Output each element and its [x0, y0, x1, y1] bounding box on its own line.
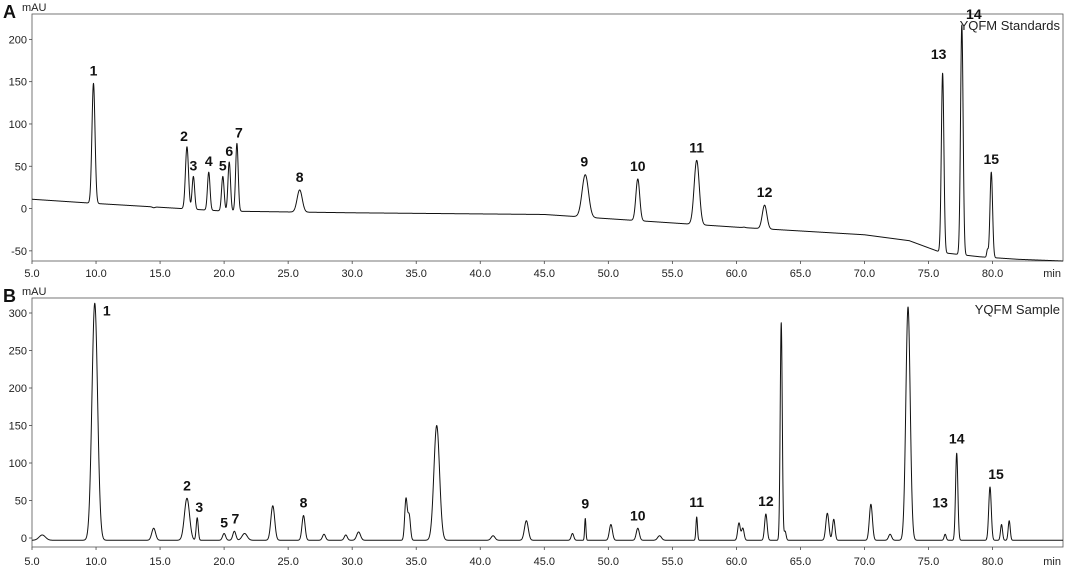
panel-b-peak-label-13: 13 [932, 494, 948, 510]
panel-a-letter: A [3, 2, 16, 22]
panel-a-x-unit: min [1043, 268, 1061, 280]
panel-b-x-tick-label: 80.0 [982, 556, 1003, 568]
panel-a-x-tick-label: 65.0 [790, 268, 811, 280]
panel-b-peak-label-8: 8 [300, 495, 308, 511]
panel-a-x-tick-label: 25.0 [277, 268, 298, 280]
panel-b-x-tick-label: 45.0 [534, 556, 555, 568]
panel-a-x-tick-label: 40.0 [470, 268, 491, 280]
panel-a-y-tick-label: 150 [9, 77, 27, 89]
panel-a-y-tick-label: -50 [11, 246, 27, 258]
panel-a-peak-label-13: 13 [931, 46, 947, 62]
panel-a-peak-label-7: 7 [235, 124, 243, 140]
panel-a-peak-label-14: 14 [966, 6, 982, 22]
panel-b-x-tick-label: 10.0 [85, 556, 106, 568]
panel-b-y-tick-label: 250 [9, 346, 27, 358]
panel-a-peak-label-1: 1 [90, 62, 98, 78]
panel-b-y-tick-label: 150 [9, 421, 27, 433]
panel-a-y-tick-label: 0 [21, 204, 27, 216]
panel-a-peak-label-12: 12 [757, 184, 773, 200]
panel-a-peak-label-8: 8 [296, 169, 304, 185]
panel-a-peak-label-15: 15 [983, 151, 999, 167]
panel-b-peak-label-2: 2 [183, 477, 191, 493]
panel-b-y-tick-label: 200 [9, 383, 27, 395]
panel-b-letter: B [3, 286, 16, 306]
panel-a-peak-label-3: 3 [189, 157, 197, 173]
panel-b-x-tick-label: 40.0 [470, 556, 491, 568]
panel-b-y-tick-label: 50 [15, 496, 27, 508]
panel-a-x-tick-label: 50.0 [598, 268, 619, 280]
panel-a-y-tick-label: 50 [15, 161, 27, 173]
panel-a-peak-label-11: 11 [689, 139, 704, 155]
panel-b-x-tick-label: 75.0 [918, 556, 939, 568]
panel-b-x-tick-label: 30.0 [341, 556, 362, 568]
panel-a-peak-label-4: 4 [205, 153, 213, 169]
panel-a-x-tick-label: 70.0 [854, 268, 875, 280]
panel-b-x-tick-label: 55.0 [662, 556, 683, 568]
panel-b-x-tick-label: 50.0 [598, 556, 619, 568]
panel-a-x-tick-label: 30.0 [341, 268, 362, 280]
panel-a-y-unit: mAU [22, 2, 47, 14]
panel-a-chromatogram-trace [31, 24, 1064, 262]
panel-a-y-tick-label: 200 [9, 34, 27, 46]
panel-a-plot-frame [31, 13, 1064, 262]
panel-a-peak-label-6: 6 [225, 143, 233, 159]
panel-b-peak-label-11: 11 [689, 494, 704, 510]
panel-b-peak-label-3: 3 [195, 499, 203, 515]
panel-b-y-tick-label: 0 [21, 533, 27, 545]
panel-a-x-tick-label: 55.0 [662, 268, 683, 280]
panel-a-y-tick-label: 100 [9, 119, 27, 131]
panel-b-peak-label-7: 7 [231, 510, 239, 526]
panel-b-x-tick-label: 65.0 [790, 556, 811, 568]
panel-b-x-tick-label: 60.0 [726, 556, 747, 568]
panel-a-peak-label-5: 5 [219, 157, 227, 173]
panel-a-x-tick-label: 10.0 [85, 268, 106, 280]
panel-a-x-tick-label: 5.0 [24, 268, 39, 280]
panel-b-peak-label-14: 14 [949, 430, 965, 446]
panel-a-peak-label-9: 9 [580, 154, 588, 170]
panel-b-y-unit: mAU [22, 286, 47, 298]
panel-a-x-tick-label: 45.0 [534, 268, 555, 280]
panel-b-peak-label-1: 1 [103, 302, 111, 318]
panel-a-x-tick-label: 35.0 [406, 268, 427, 280]
panel-b-peak-label-12: 12 [758, 493, 774, 509]
panel-a-x-tick-label: 80.0 [982, 268, 1003, 280]
panel-a-peak-label-2: 2 [180, 128, 188, 144]
panel-a-x-tick-label: 75.0 [918, 268, 939, 280]
panel-b-y-tick-label: 300 [9, 308, 27, 320]
panel-b-x-tick-label: 20.0 [213, 556, 234, 568]
panel-b-peak-label-9: 9 [581, 496, 589, 512]
panel-a-title: YQFM Standards [960, 18, 1061, 33]
panel-b-x-unit: min [1043, 556, 1061, 568]
panel-b-x-tick-label: 25.0 [277, 556, 298, 568]
panel-b-x-tick-label: 35.0 [406, 556, 427, 568]
panel-b-x-tick-label: 70.0 [854, 556, 875, 568]
panel-b-x-tick-label: 5.0 [24, 556, 39, 568]
panel-b-plot-frame [31, 297, 1064, 548]
panel-b-y-tick-label: 100 [9, 458, 27, 470]
panel-a-x-tick-label: 20.0 [213, 268, 234, 280]
panel-b-chromatogram-trace [31, 302, 1064, 541]
panel-b-peak-label-5: 5 [220, 515, 228, 531]
panel-b-peak-label-15: 15 [988, 466, 1004, 482]
panel-b-peak-label-10: 10 [630, 507, 646, 523]
panel-a-peak-label-10: 10 [630, 158, 646, 174]
panel-a-x-tick-label: 60.0 [726, 268, 747, 280]
panel-b-x-tick-label: 15.0 [149, 556, 170, 568]
panel-b-title: YQFM Sample [975, 302, 1060, 317]
panel-a-x-tick-label: 15.0 [149, 268, 170, 280]
